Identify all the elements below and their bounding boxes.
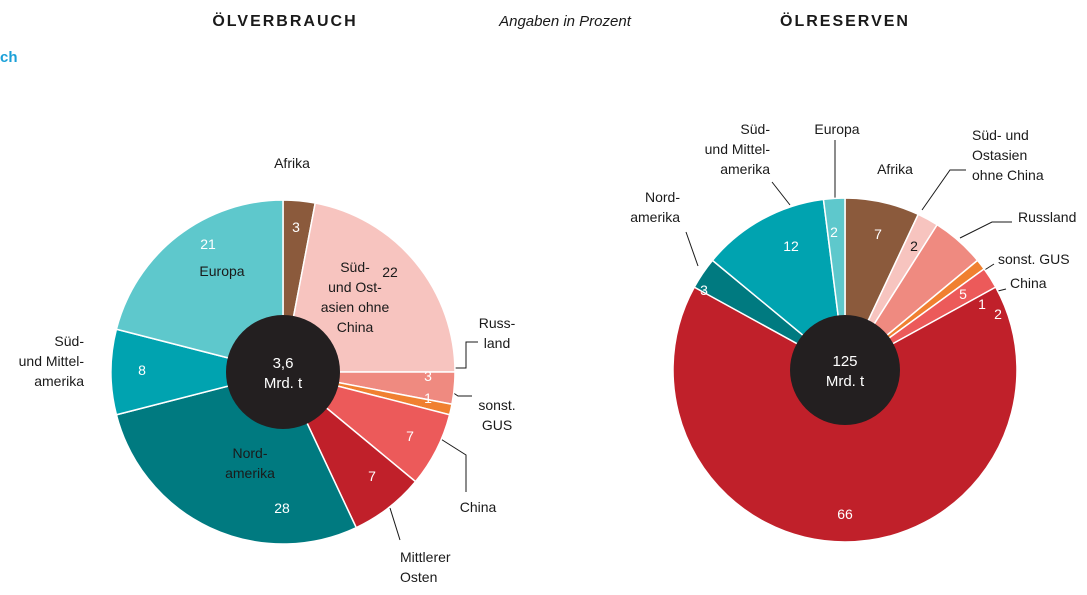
category-label: amerika: [720, 161, 770, 177]
category-label: und Mittel-: [19, 353, 85, 369]
center-label: Mrd. t: [826, 373, 865, 390]
category-label: amerika: [225, 465, 275, 481]
value-label: 3: [700, 282, 708, 298]
center-label: 125: [832, 353, 857, 370]
value-label: 7: [406, 428, 414, 444]
category-label: asien ohne: [321, 299, 390, 315]
value-label: 1: [978, 296, 986, 312]
category-label: und Ost-: [328, 279, 382, 295]
center-label: 3,6: [273, 355, 294, 372]
pie-slice: [115, 199, 284, 373]
category-label: Europa: [199, 263, 244, 279]
category-label: amerika: [34, 373, 84, 389]
subtitle: Angaben in Prozent: [498, 13, 632, 30]
value-label: 28: [274, 500, 290, 516]
value-label: 66: [837, 506, 853, 522]
value-label: 2: [910, 238, 918, 254]
value-label: 21: [200, 236, 216, 252]
leader-line: [771, 181, 791, 206]
category-label: land: [484, 335, 510, 351]
category-label: Mittlerer: [400, 549, 451, 565]
category-label: Afrika: [274, 155, 310, 171]
category-label: Ostasien: [972, 147, 1027, 163]
category-label: Süd-: [340, 259, 370, 275]
category-label: Osten: [400, 569, 437, 585]
category-label: Süd-: [54, 333, 84, 349]
leader-line: [435, 435, 467, 492]
category-label: amerika: [630, 209, 680, 225]
value-label: 7: [874, 226, 882, 242]
leader-line: [685, 231, 699, 267]
chart-title: ÖLVERBRAUCH: [212, 11, 357, 30]
category-label: Nord-: [232, 445, 267, 461]
center-hole: [226, 315, 340, 429]
category-label: Russland: [1018, 209, 1076, 225]
value-label: 3: [424, 368, 432, 384]
value-label: 1: [424, 390, 432, 406]
pie-slice: [282, 202, 456, 373]
category-label: GUS: [482, 417, 512, 433]
category-label: und Mittel-: [705, 141, 771, 157]
category-label: Russ-: [479, 315, 516, 331]
value-label: 5: [959, 286, 967, 302]
leader-line: [921, 169, 966, 211]
category-label: Süd-: [740, 121, 770, 137]
category-label: Afrika: [877, 161, 913, 177]
category-label: sonst.: [478, 397, 515, 413]
category-label: Süd- und: [972, 127, 1029, 143]
chart-title: ÖLRESERVEN: [780, 11, 910, 30]
value-label: 22: [382, 264, 398, 280]
leader-line: [446, 341, 478, 369]
category-label: China: [460, 499, 497, 515]
category-label: China: [1010, 275, 1047, 291]
value-label: 2: [994, 306, 1002, 322]
leader-line: [389, 507, 401, 541]
center-label: Mrd. t: [264, 375, 303, 392]
leader-line: [959, 221, 1012, 239]
category-label: Nord-: [645, 189, 680, 205]
category-label: China: [337, 319, 374, 335]
category-label: sonst. GUS: [998, 251, 1070, 267]
value-label: 8: [138, 362, 146, 378]
category-label: ohne China: [972, 167, 1044, 183]
center-hole: [790, 315, 900, 425]
value-label: 2: [830, 224, 838, 240]
category-label: Europa: [814, 121, 859, 137]
edge-text: ch: [0, 49, 18, 66]
value-label: 12: [783, 238, 799, 254]
value-label: 7: [368, 468, 376, 484]
value-label: 3: [292, 219, 300, 235]
